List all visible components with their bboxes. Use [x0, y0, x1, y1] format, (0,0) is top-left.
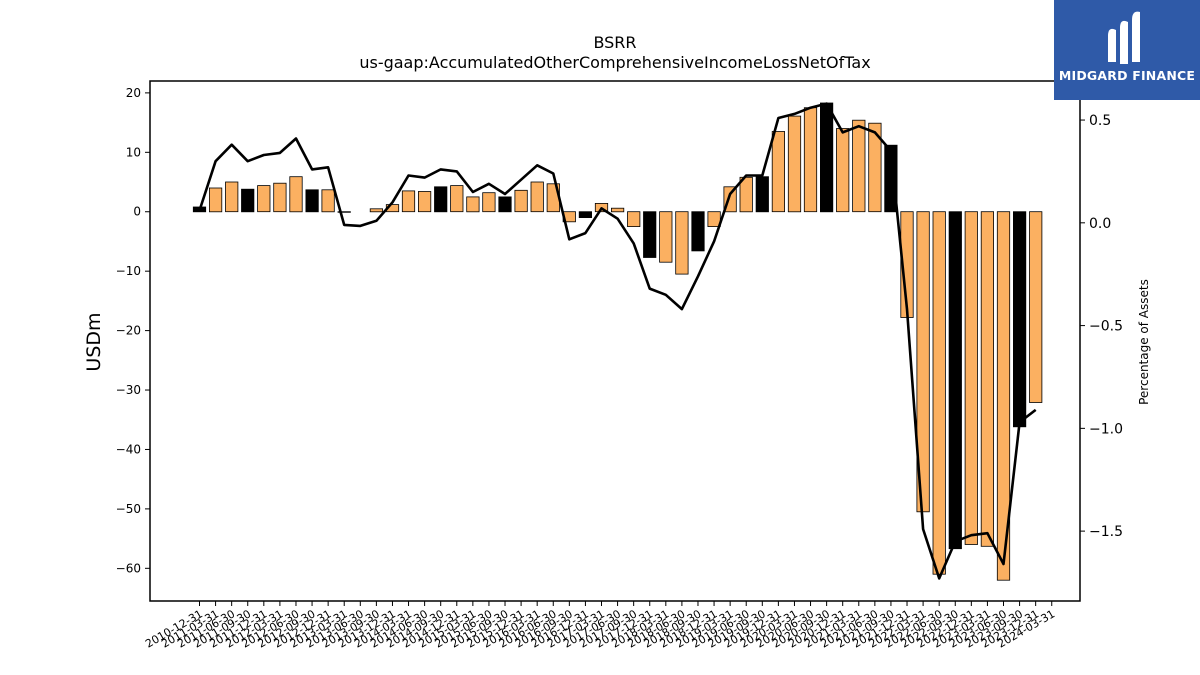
bar [225, 181, 239, 213]
bar [980, 211, 995, 547]
bar [1029, 211, 1043, 403]
y-tick-label: −30 [116, 383, 141, 397]
percent-line [198, 102, 1037, 580]
bar [514, 189, 528, 213]
bar [707, 211, 721, 227]
bar [305, 189, 319, 213]
bar [739, 176, 753, 213]
bar [289, 176, 303, 213]
y2-tick-label: −1.5 [1089, 524, 1123, 540]
y-tick-label: −60 [116, 561, 141, 575]
y-tick-label: −40 [116, 442, 141, 456]
bar [273, 182, 287, 213]
bar [964, 211, 978, 545]
y-axis-ticks: 20 10 0 −10 −20 −30 −40 −50 −60 [116, 86, 150, 575]
midgard-logo-icon [1108, 11, 1140, 64]
y-tick-label: 0 [133, 205, 141, 219]
y2-axis-label: Percentage of Assets [1137, 279, 1151, 405]
y-tick-label: −10 [116, 264, 141, 278]
y2-tick-label: −1.0 [1089, 421, 1123, 437]
bar [659, 211, 673, 263]
bar [450, 185, 464, 213]
bar [884, 144, 898, 213]
bar [578, 211, 593, 218]
plot-frame [149, 80, 1081, 602]
bar [434, 186, 448, 213]
bar [208, 187, 223, 213]
y-tick-label: −20 [116, 324, 141, 338]
y-axis-label: USDm [83, 312, 105, 371]
bar [675, 211, 689, 275]
bar [820, 102, 834, 213]
bar [369, 208, 384, 213]
bar [482, 192, 496, 213]
bar [321, 189, 335, 213]
brand-name: MIDGARD FINANCE [1058, 68, 1196, 83]
bar-series [192, 102, 1043, 581]
bar [1013, 211, 1027, 428]
bar [643, 211, 657, 258]
y-tick-label: −50 [116, 502, 141, 516]
bar [337, 211, 351, 213]
bar [417, 191, 432, 213]
bar [691, 211, 705, 252]
bar [787, 115, 802, 213]
x-axis-ticks: 2010-12-312011-03-312011-06-302011-09-30… [143, 601, 1057, 651]
bar [611, 207, 625, 213]
bar [627, 211, 641, 227]
bar [932, 211, 946, 575]
y2-axis-ticks: 0.5 0.0 −0.5 −1.0 −1.5 [1080, 113, 1123, 540]
y-tick-label: 10 [126, 145, 141, 159]
y-tick-label: 20 [126, 86, 141, 100]
bar [771, 131, 786, 213]
bar [948, 211, 962, 550]
chart-subtitle: us-gaap:AccumulatedOtherComprehensiveInc… [359, 53, 870, 72]
bar [401, 190, 416, 213]
y2-tick-label: 0.5 [1089, 113, 1111, 129]
bar [996, 211, 1011, 581]
bar [466, 196, 480, 213]
bar [803, 107, 818, 213]
bar [755, 176, 769, 213]
percent-line-series [198, 102, 1037, 580]
bar [836, 128, 850, 213]
bar [498, 196, 512, 213]
bar [868, 122, 882, 213]
y2-tick-label: −0.5 [1089, 319, 1123, 335]
brand-logo: MIDGARD FINANCE [1054, 0, 1200, 100]
y2-tick-label: 0.0 [1089, 216, 1111, 232]
chart-title: BSRR [593, 33, 636, 52]
bar [852, 119, 866, 213]
bar [530, 181, 544, 213]
bar [257, 185, 271, 213]
bar [241, 188, 255, 213]
